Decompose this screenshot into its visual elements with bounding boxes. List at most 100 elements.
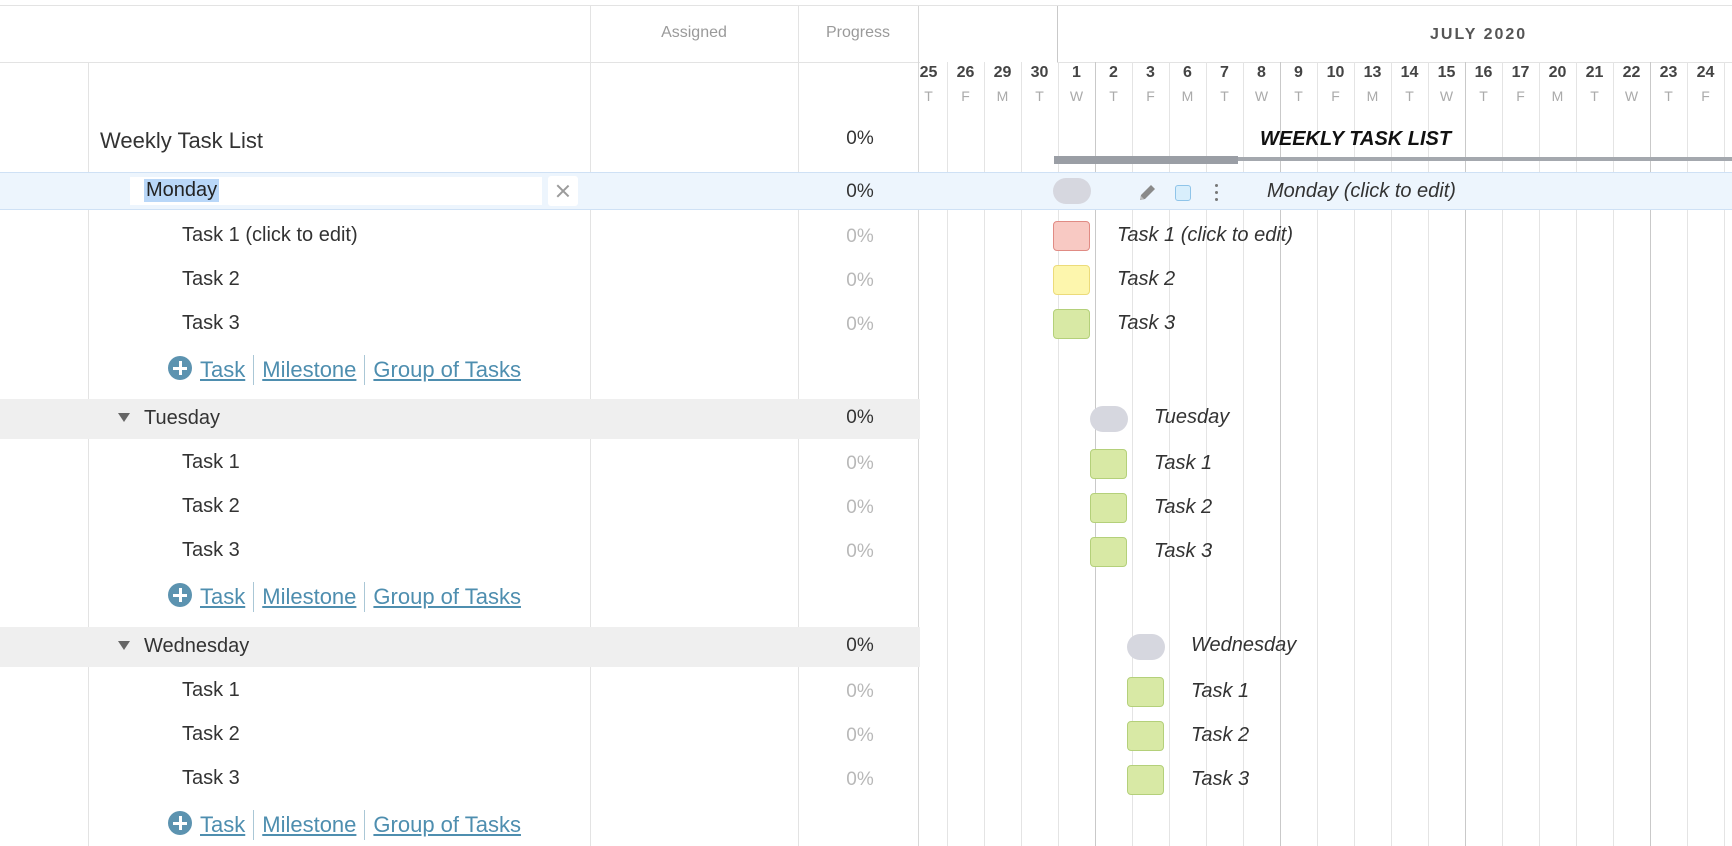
gantt-task-bar[interactable]: [1127, 677, 1164, 707]
day-number: 16: [1474, 64, 1493, 81]
task-name[interactable]: Task 1: [182, 451, 240, 473]
group-milestone-pill[interactable]: [1090, 406, 1128, 432]
gantt-task-label[interactable]: Task 2: [1191, 724, 1250, 746]
group-milestone-pill[interactable]: [1053, 178, 1091, 204]
task-name[interactable]: Task 2: [182, 268, 240, 290]
add-task-link[interactable]: Task: [200, 584, 246, 609]
task-row[interactable]: Task 2 0%: [0, 491, 920, 531]
day-gridline: [1539, 62, 1540, 846]
gantt-task-bar[interactable]: [1090, 537, 1127, 567]
task-row[interactable]: Task 1 0%: [0, 675, 920, 715]
task-row[interactable]: Task 2 0%: [0, 719, 920, 759]
gantt-task-label[interactable]: Task 3: [1154, 540, 1213, 562]
day-gridline: [1206, 62, 1207, 846]
month-start-divider: [1057, 6, 1058, 62]
more-options-icon[interactable]: [1213, 183, 1219, 203]
project-summary-bar-segment[interactable]: [1054, 156, 1238, 164]
gantt-task-label[interactable]: Task 3: [1191, 768, 1250, 790]
gantt-task-label[interactable]: Task 1: [1191, 680, 1250, 702]
day-number: 7: [1220, 64, 1229, 81]
task-name[interactable]: Task 2: [182, 495, 240, 517]
task-row[interactable]: Task 1 0%: [0, 447, 920, 487]
day-gridline: [1576, 62, 1577, 846]
day-gridline: [1058, 62, 1059, 846]
gantt-task-label[interactable]: Task 3: [1117, 312, 1176, 334]
gantt-chart: JULY 2020 25 T 26 F 29 M 30 T 1 W 2 T 3 F 6 M 7 T 8 W 9 T 10 F 1…: [920, 0, 1732, 846]
group-milestone-pill[interactable]: [1127, 634, 1165, 660]
group-row-tuesday[interactable]: Tuesday 0%: [0, 399, 920, 439]
group-row-wednesday[interactable]: Wednesday 0%: [0, 627, 920, 667]
assigned-column-header[interactable]: Assigned: [661, 24, 727, 41]
gantt-task-bar[interactable]: [1053, 221, 1090, 251]
day-column-header: 21 T: [1576, 64, 1613, 104]
gantt-task-label[interactable]: Task 2: [1154, 496, 1213, 518]
task-name[interactable]: Task 1 (click to edit): [182, 224, 358, 246]
color-chip-icon[interactable]: [1175, 185, 1191, 201]
add-group-link[interactable]: Group of Tasks: [373, 357, 521, 382]
day-of-week: T: [1405, 88, 1414, 104]
day-gridline: [1280, 62, 1281, 846]
day-number: 24: [1696, 64, 1715, 81]
add-item-row: Task Milestone Group of Tasks: [168, 810, 521, 840]
task-progress: 0%: [846, 769, 874, 790]
task-row[interactable]: Task 3 0%: [0, 308, 920, 348]
clear-input-button[interactable]: [548, 176, 578, 206]
task-progress: 0%: [846, 270, 874, 291]
task-row[interactable]: Task 1 (click to edit) 0%: [0, 220, 920, 260]
group-name-input-value[interactable]: Monday: [144, 179, 220, 202]
add-task-link[interactable]: Task: [200, 812, 246, 837]
task-name[interactable]: Task 3: [182, 539, 240, 561]
group-row-monday[interactable]: Monday 0%: [0, 172, 920, 210]
gantt-task-bar[interactable]: [1127, 765, 1164, 795]
day-number: 10: [1326, 64, 1345, 81]
day-number: 30: [1030, 64, 1049, 81]
task-row[interactable]: Task 3 0%: [0, 763, 920, 803]
day-column-header: 25 T: [920, 64, 947, 104]
task-row[interactable]: Task 3 0%: [0, 535, 920, 575]
gantt-group-label[interactable]: Wednesday: [1191, 634, 1297, 656]
add-milestone-link[interactable]: Milestone: [262, 812, 357, 837]
group-name[interactable]: Wednesday: [144, 635, 250, 657]
gantt-task-label[interactable]: Task 1: [1154, 452, 1213, 474]
project-name[interactable]: Weekly Task List: [100, 128, 264, 153]
plus-circle-icon[interactable]: [168, 356, 192, 380]
day-of-week: T: [1109, 88, 1118, 104]
day-of-week: F: [1516, 88, 1525, 104]
project-row[interactable]: Weekly Task List 0%: [0, 62, 920, 172]
progress-column-header[interactable]: Progress: [825, 24, 891, 41]
gantt-project-title[interactable]: WEEKLY TASK LIST: [1260, 128, 1452, 150]
add-milestone-link[interactable]: Milestone: [262, 357, 357, 382]
gantt-task-bar[interactable]: [1053, 265, 1090, 295]
group-name[interactable]: Tuesday: [144, 407, 220, 429]
task-name[interactable]: Task 2: [182, 723, 240, 745]
add-group-link[interactable]: Group of Tasks: [373, 584, 521, 609]
project-summary-bar[interactable]: [1054, 157, 1732, 161]
task-name[interactable]: Task 3: [182, 312, 240, 334]
day-number: 26: [956, 64, 975, 81]
plus-circle-icon[interactable]: [168, 583, 192, 607]
collapse-caret-icon[interactable]: [118, 641, 130, 650]
task-name[interactable]: Task 3: [182, 767, 240, 789]
day-number: 9: [1294, 64, 1303, 81]
task-name[interactable]: Task 1: [182, 679, 240, 701]
gantt-task-bar[interactable]: [1090, 493, 1127, 523]
pencil-icon[interactable]: [1136, 182, 1158, 204]
gantt-group-label[interactable]: Monday (click to edit): [1267, 180, 1456, 202]
collapse-caret-icon[interactable]: [118, 413, 130, 422]
plus-circle-icon[interactable]: [168, 811, 192, 835]
day-gridline: [1650, 62, 1651, 846]
gantt-task-label[interactable]: Task 2: [1117, 268, 1176, 290]
link-separator: [364, 355, 366, 385]
gantt-task-label[interactable]: Task 1 (click to edit): [1117, 224, 1293, 246]
task-row[interactable]: Task 2 0%: [0, 264, 920, 304]
day-number: 25: [920, 64, 938, 81]
gantt-group-label[interactable]: Tuesday: [1154, 406, 1230, 428]
add-milestone-link[interactable]: Milestone: [262, 584, 357, 609]
task-progress: 0%: [846, 453, 874, 474]
gantt-task-bar[interactable]: [1090, 449, 1127, 479]
add-task-link[interactable]: Task: [200, 357, 246, 382]
add-group-link[interactable]: Group of Tasks: [373, 812, 521, 837]
gantt-task-bar[interactable]: [1053, 309, 1090, 339]
gantt-task-bar[interactable]: [1127, 721, 1164, 751]
day-of-week: F: [1146, 88, 1155, 104]
